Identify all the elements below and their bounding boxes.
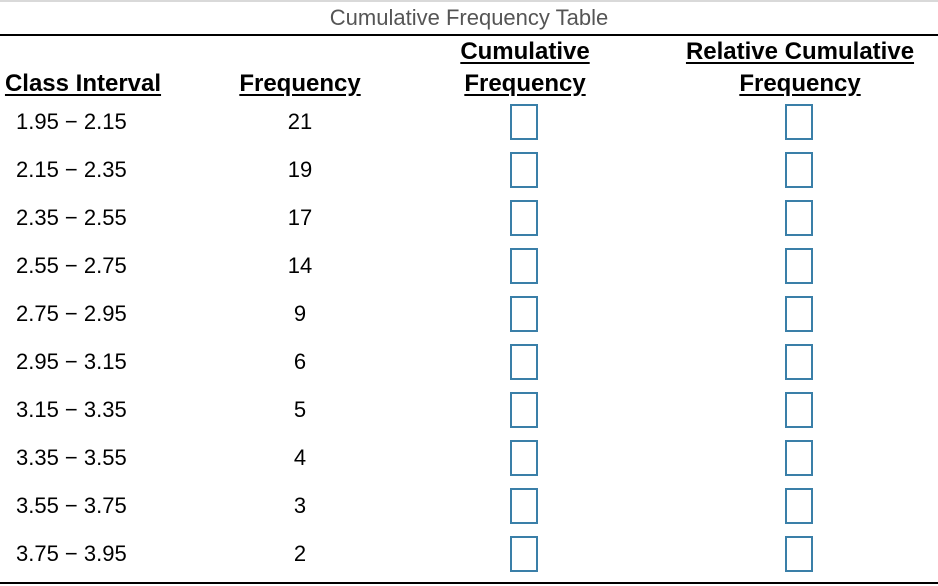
relative-cumulative-frequency-input[interactable] [785, 392, 813, 428]
header-class-interval-label: Class Interval [4, 70, 162, 97]
class-interval-cell: 3.75 − 3.95 [16, 541, 127, 566]
class-interval-cell: 2.95 − 3.15 [16, 349, 127, 374]
table-row: 2.15 − 2.35 19 [0, 148, 938, 196]
header-cumulative-line2: Frequency [464, 70, 586, 97]
class-interval-cell: 2.75 − 2.95 [16, 301, 127, 326]
cumulative-frequency-input[interactable] [510, 152, 538, 188]
relative-cumulative-frequency-input[interactable] [785, 536, 813, 572]
frequency-cell: 17 [287, 205, 313, 230]
frequency-cell: 6 [293, 349, 307, 374]
frequency-cell: 5 [293, 397, 307, 422]
cumulative-frequency-input[interactable] [510, 440, 538, 476]
header-relative-cumulative-frequency: Relative Cumulative Frequency [660, 36, 938, 100]
frequency-cell: 21 [287, 109, 313, 134]
top-divider [0, 0, 938, 2]
relative-cumulative-frequency-input[interactable] [785, 104, 813, 140]
cumulative-frequency-input[interactable] [510, 344, 538, 380]
table-row: 3.55 − 3.75 3 [0, 484, 938, 532]
cumulative-frequency-input[interactable] [510, 536, 538, 572]
header-class-interval: Class Interval [0, 68, 172, 100]
header-cumulative-frequency: Cumulative Frequency [430, 36, 620, 100]
table-row: 2.55 − 2.75 14 [0, 244, 938, 292]
cumulative-frequency-input[interactable] [510, 248, 538, 284]
relative-cumulative-frequency-input[interactable] [785, 248, 813, 284]
class-interval-cell: 2.15 − 2.35 [16, 157, 127, 182]
frequency-cell: 19 [287, 157, 313, 182]
table-row: 1.95 − 2.15 21 [0, 100, 938, 148]
table-row: 2.75 − 2.95 9 [0, 292, 938, 340]
table-row: 3.75 − 3.95 2 [0, 532, 938, 580]
relative-cumulative-frequency-input[interactable] [785, 344, 813, 380]
relative-cumulative-frequency-input[interactable] [785, 488, 813, 524]
relative-cumulative-frequency-input[interactable] [785, 440, 813, 476]
frequency-cell: 2 [293, 541, 307, 566]
relative-cumulative-frequency-input[interactable] [785, 152, 813, 188]
frequency-cell: 9 [293, 301, 307, 326]
header-relative-line1: Relative Cumulative [685, 38, 915, 65]
frequency-cell: 4 [293, 445, 307, 470]
table-row: 3.35 − 3.55 4 [0, 436, 938, 484]
class-interval-cell: 3.15 − 3.35 [16, 397, 127, 422]
class-interval-cell: 2.35 − 2.55 [16, 205, 127, 230]
frequency-cell: 3 [293, 493, 307, 518]
class-interval-cell: 3.35 − 3.55 [16, 445, 127, 470]
cumulative-frequency-input[interactable] [510, 392, 538, 428]
table-row: 2.95 − 3.15 6 [0, 340, 938, 388]
cumulative-frequency-input[interactable] [510, 488, 538, 524]
header-cumulative-line1: Cumulative [460, 38, 590, 65]
frequency-cell: 14 [287, 253, 313, 278]
header-frequency: Frequency [220, 68, 380, 100]
class-interval-cell: 2.55 − 2.75 [16, 253, 127, 278]
header-frequency-label: Frequency [239, 70, 361, 97]
cumulative-frequency-input[interactable] [510, 104, 538, 140]
bottom-divider [0, 582, 938, 584]
class-interval-cell: 3.55 − 3.75 [16, 493, 127, 518]
relative-cumulative-frequency-input[interactable] [785, 200, 813, 236]
cumulative-frequency-input[interactable] [510, 296, 538, 332]
cumulative-frequency-input[interactable] [510, 200, 538, 236]
relative-cumulative-frequency-input[interactable] [785, 296, 813, 332]
table-row: 3.15 − 3.35 5 [0, 388, 938, 436]
header-relative-line2: Frequency [739, 70, 861, 97]
title-divider [0, 34, 938, 36]
table-row: 2.35 − 2.55 17 [0, 196, 938, 244]
class-interval-cell: 1.95 − 2.15 [16, 109, 127, 134]
table-title: Cumulative Frequency Table [329, 5, 609, 30]
